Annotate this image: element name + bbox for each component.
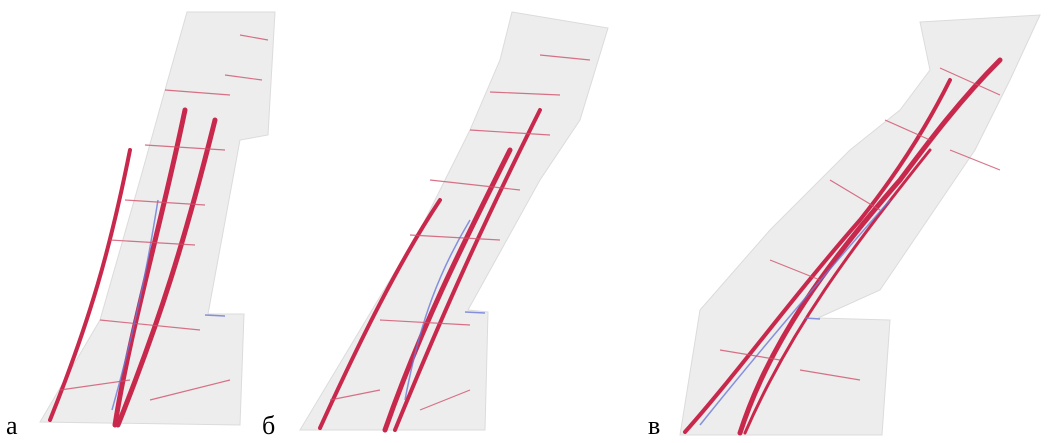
panel-label: в xyxy=(648,411,660,440)
panel-label: б xyxy=(262,411,275,440)
panel-c-image xyxy=(679,14,1041,436)
panel-b-image xyxy=(299,11,609,433)
panel-a-image xyxy=(39,11,276,428)
panel-label: а xyxy=(6,411,18,440)
